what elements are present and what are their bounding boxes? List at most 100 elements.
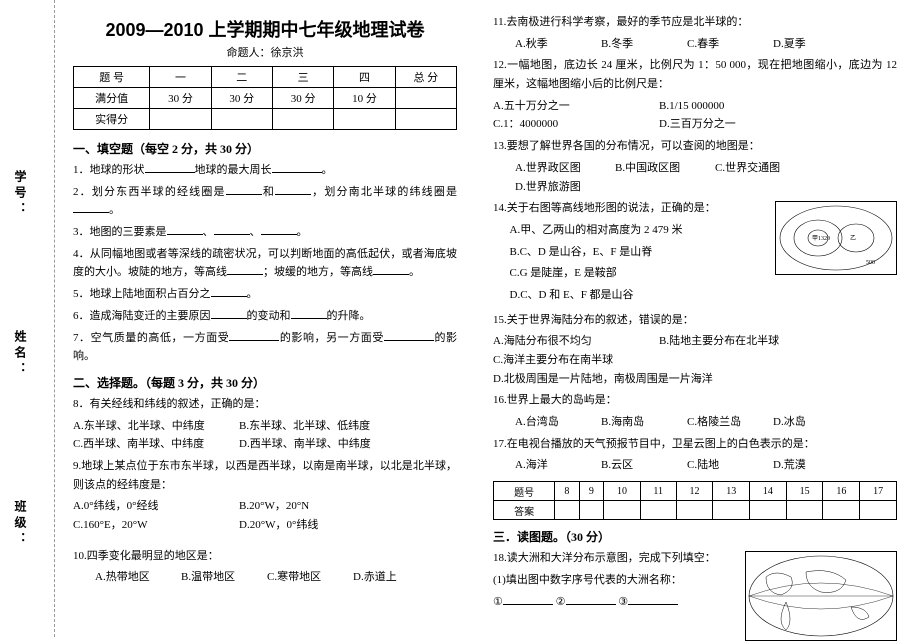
cell: 13 (713, 482, 750, 501)
blank (227, 263, 263, 275)
cell (713, 501, 750, 520)
left-column: 2009—2010 上学期期中七年级地理试卷 命题人：徐京洪 题 号 一 二 三… (55, 0, 475, 637)
right-column: 11.去南极进行科学考察，最好的季节应是北半球的： A.秋季B.冬季C.春季D.… (475, 0, 915, 637)
q2b-text: 和 (262, 186, 275, 198)
opt: B.云区 (601, 456, 681, 475)
cell (395, 88, 456, 109)
table-row: 满分值 30 分 30 分 30 分 10 分 (74, 88, 457, 109)
cell (211, 109, 272, 130)
q6-text: 6．造成海陆变迁的主要原因 (73, 310, 211, 322)
question-16: 16.世界上最大的岛屿是： (493, 391, 897, 410)
opt: D.西半球、南半球、中纬度 (239, 435, 399, 454)
opt: B.温带地区 (181, 568, 261, 587)
question-17: 17.在电视台播放的天气预报节目中，卫星云图上的白色表示的是： (493, 435, 897, 454)
opt: C.海洋主要分布在南半球 (493, 351, 653, 370)
cell: 10 分 (334, 88, 395, 109)
q3-text: 3．地图的三要素是 (73, 226, 167, 238)
table-row: 实得分 (74, 109, 457, 130)
q1c-text: 。 (322, 164, 333, 176)
cell: 9 (579, 482, 603, 501)
cell: 17 (860, 482, 897, 501)
cell: 10 (604, 482, 641, 501)
gutter-class-label: 班级： (12, 500, 29, 548)
q2d-text: 。 (109, 204, 120, 216)
svg-text:甲1320: 甲1320 (812, 235, 830, 242)
opt: B.中国政区图 (615, 159, 709, 178)
opt: C.160°E，20°W (73, 516, 233, 535)
question-9: 9.地球上某点位于东市东半球，以西是西半球，以南是南半球，以北是北半球，则该点的… (73, 457, 457, 494)
blank (275, 183, 311, 195)
blank (261, 223, 297, 235)
section-1-heading: 一、填空题（每空 2 分，共 30 分） (73, 140, 457, 157)
question-2: 2．划分东西半球的经线圈是和，划分南北半球的纬线圈是。 (73, 183, 457, 220)
cell (750, 501, 787, 520)
cell: 30 分 (211, 88, 272, 109)
opt: C.春季 (687, 35, 767, 54)
exam-title: 2009—2010 上学期期中七年级地理试卷 (73, 16, 457, 42)
q18b2: ② (556, 596, 566, 608)
q7b-text: 的影响，另一方面受 (279, 332, 384, 344)
blank (229, 329, 279, 341)
q3b-text: 、 (203, 226, 214, 238)
question-7: 7．空气质量的高低，一方面受的影响，另一方面受的影响。 (73, 329, 457, 366)
cell: 总 分 (395, 67, 456, 88)
q7-text: 7．空气质量的高低，一方面受 (73, 332, 229, 344)
cell: 14 (750, 482, 787, 501)
blank (73, 201, 109, 213)
cell (823, 501, 860, 520)
opt: B.1/15 000000 (659, 97, 819, 116)
opt: B.东半球、北半球、低纬度 (239, 417, 399, 436)
blank (211, 285, 247, 297)
opt: C.格陵兰岛 (687, 413, 767, 432)
opt: A.秋季 (515, 35, 595, 54)
opt: C.寒带地区 (267, 568, 347, 587)
blank (373, 263, 409, 275)
opt: D.世界旅游图 (515, 178, 609, 197)
opt: A.海洋 (515, 456, 595, 475)
cell: 16 (823, 482, 860, 501)
contour-figure: 甲1320 乙 500 (775, 201, 897, 275)
cell: 30 分 (150, 88, 211, 109)
q4c-text: 。 (409, 266, 420, 278)
cell: 12 (676, 482, 713, 501)
question-15-opts: A.海陆分布很不均匀B.陆地主要分布在北半球 C.海洋主要分布在南半球D.北极周… (493, 332, 897, 388)
question-15: 15.关于世界海陆分布的叙述，错误的是： (493, 311, 897, 330)
opt: B.陆地主要分布在北半球 (659, 332, 819, 351)
opt: A.东半球、北半球、中纬度 (73, 417, 233, 436)
exam-author: 命题人：徐京洪 (73, 44, 457, 60)
section-2-heading: 二、选择题。（每题 3 分，共 30 分） (73, 374, 457, 391)
cell: 一 (150, 67, 211, 88)
cell (395, 109, 456, 130)
q6b-text: 的变动和 (247, 310, 291, 322)
question-16-opts: A.台湾岛B.海南岛C.格陵兰岛D.冰岛 (493, 413, 897, 432)
question-3: 3．地图的三要素是、、。 (73, 223, 457, 242)
contour-svg: 甲1320 乙 500 (776, 202, 896, 274)
opt: C.1：4000000 (493, 115, 653, 134)
q1b-text: 地球的最大周长 (195, 164, 272, 176)
question-8-opts: A.东半球、北半球、中纬度B.东半球、北半球、低纬度 C.西半球、南半球、中纬度… (73, 417, 457, 454)
cell: 答案 (494, 501, 555, 520)
svg-text:乙: 乙 (850, 235, 856, 242)
question-9-opts: A.0°纬线，0°经线B.20°W，20°N C.160°E，20°WD.20°… (73, 497, 457, 534)
opt: A.海陆分布很不均匀 (493, 332, 653, 351)
opt: B.海南岛 (601, 413, 681, 432)
opt: D.20°W，0°纬线 (239, 516, 399, 535)
cell: 二 (211, 67, 272, 88)
cell: 11 (640, 482, 676, 501)
opt: B.20°W，20°N (239, 497, 399, 516)
opt: C.世界交通图 (715, 159, 809, 178)
cell: 8 (555, 482, 579, 501)
blank (384, 329, 434, 341)
blank (272, 161, 322, 173)
cell: 满分值 (74, 88, 150, 109)
question-12: 12.一幅地图，底边长 24 厘米，比例尺为 1：50 000，现在把地图缩小，… (493, 56, 897, 93)
question-4: 4．从同幅地图或者等深线的疏密状况，可以判断地面的高低起伏，或者海底坡度的大小。… (73, 245, 457, 282)
opt: A.五十万分之一 (493, 97, 653, 116)
q4b-text: ；坡缓的地方，等高线 (263, 266, 373, 278)
q2-text: 2．划分东西半球的经线圈是 (73, 186, 226, 198)
opt: A.台湾岛 (515, 413, 595, 432)
q5-text: 5．地球上陆地面积占百分之 (73, 288, 211, 300)
opt: A.世界政区图 (515, 159, 609, 178)
q14d: D.C、D 和 E、F 都是山谷 (493, 286, 897, 305)
cell (786, 501, 823, 520)
